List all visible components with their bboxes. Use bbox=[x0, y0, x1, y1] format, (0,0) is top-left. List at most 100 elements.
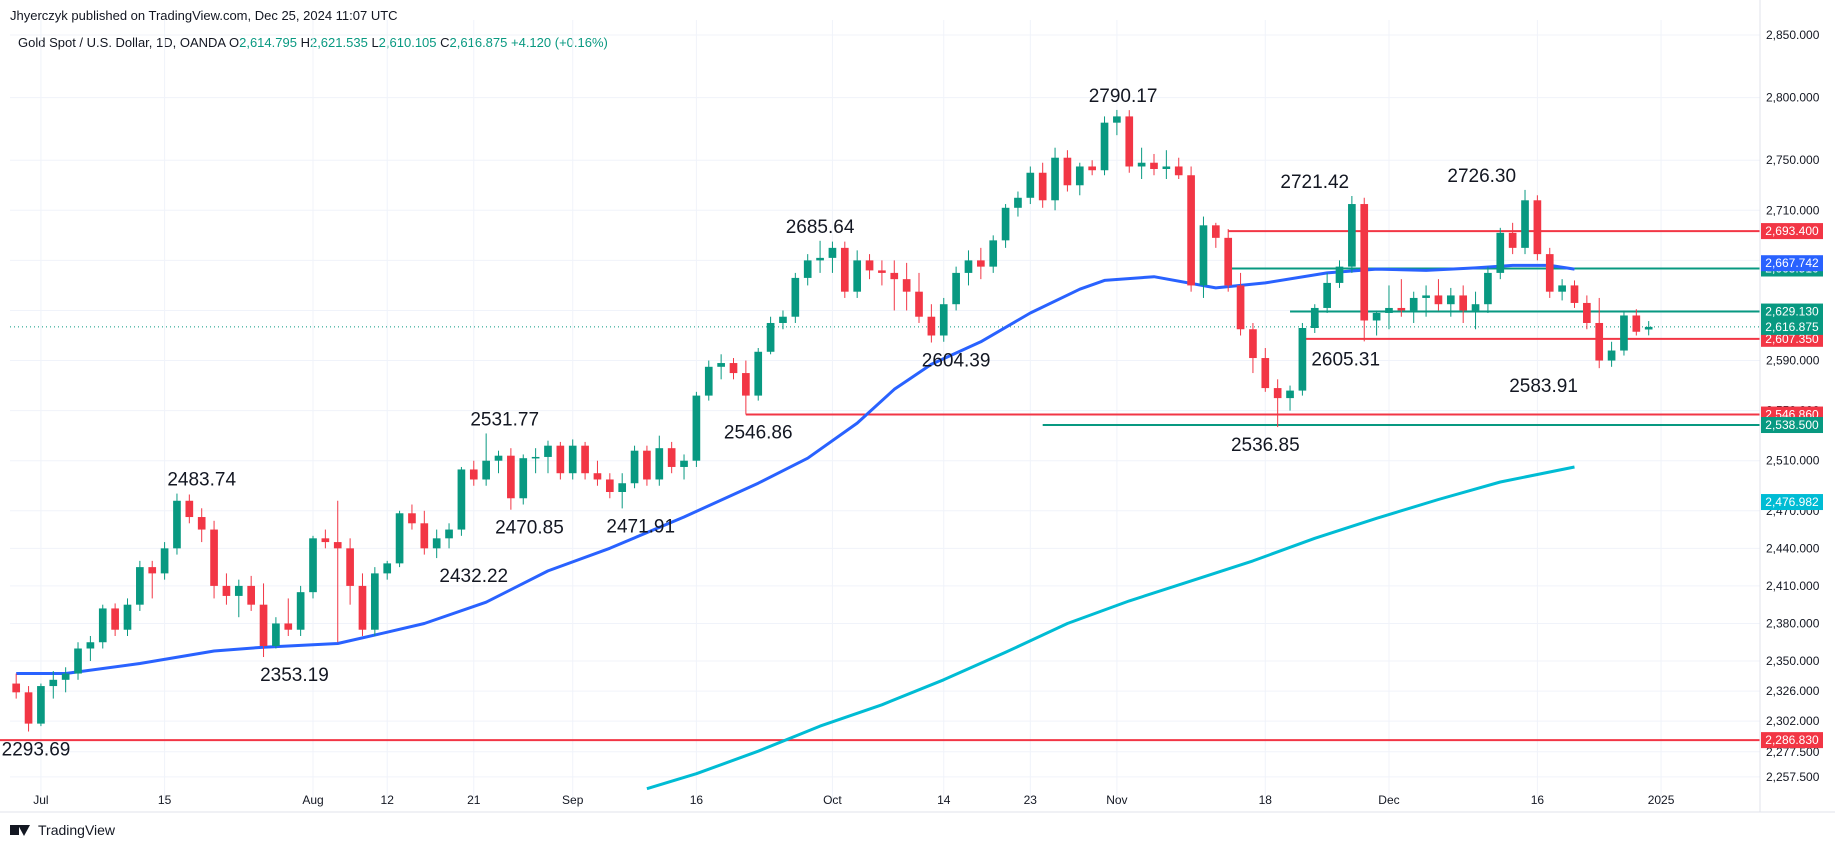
candle bbox=[630, 445, 639, 489]
price-annotation: 2293.69 bbox=[2, 740, 71, 761]
candle-body bbox=[1521, 200, 1529, 248]
candle-body bbox=[197, 517, 206, 530]
candle-body bbox=[507, 455, 515, 499]
candle bbox=[12, 673, 21, 699]
candle-body bbox=[296, 592, 305, 630]
candle-body bbox=[1001, 207, 1010, 241]
candle bbox=[890, 260, 899, 311]
price-badge-label: 2,476.982 bbox=[1765, 495, 1819, 509]
candle-body bbox=[816, 257, 824, 261]
price-annotation: 2726.30 bbox=[1447, 166, 1516, 187]
candle-body bbox=[1409, 297, 1418, 311]
change-value: +4.120 (+0.16%) bbox=[511, 35, 608, 50]
candle bbox=[791, 272, 800, 323]
price-axis[interactable]: 2,850.0002,800.0002,750.0002,710.0002,67… bbox=[1759, 0, 1820, 812]
price-badge: 2,629.130 bbox=[1761, 303, 1823, 320]
candle bbox=[408, 504, 416, 530]
candle-body bbox=[494, 455, 503, 461]
candle bbox=[952, 266, 960, 311]
candle-body bbox=[1323, 282, 1331, 308]
x-tick-label: Sep bbox=[562, 793, 584, 807]
ma-fast-line bbox=[16, 263, 1575, 675]
candle-body bbox=[482, 460, 490, 480]
candle-body bbox=[321, 538, 330, 543]
candle bbox=[828, 241, 837, 273]
candle bbox=[927, 304, 936, 343]
candle-body bbox=[247, 585, 255, 605]
candle bbox=[74, 642, 82, 680]
candle-body bbox=[371, 573, 379, 630]
candle bbox=[692, 391, 701, 467]
candle bbox=[160, 542, 169, 580]
candle bbox=[457, 466, 466, 536]
candle-body bbox=[1607, 350, 1616, 361]
candle-body bbox=[1644, 326, 1653, 330]
candle bbox=[1471, 291, 1480, 330]
candle-body bbox=[49, 679, 58, 687]
price-annotation: 2546.86 bbox=[724, 423, 793, 444]
candle bbox=[49, 671, 58, 699]
price-annotations: 2790.17 2721.42 2726.30 2685.64 2531.77 2483.… bbox=[2, 86, 1578, 761]
price-badge-bg bbox=[1761, 303, 1823, 320]
candle-body bbox=[1570, 285, 1579, 303]
candle-body bbox=[1310, 307, 1319, 328]
candle-body bbox=[1137, 162, 1146, 167]
candle-body bbox=[865, 260, 874, 271]
price-badges: 2,693.4002,663.5102,629.1302,607.3502,54… bbox=[1761, 223, 1823, 749]
candle-body bbox=[1459, 295, 1468, 311]
candle-body bbox=[531, 456, 540, 459]
candle-body bbox=[1026, 172, 1035, 198]
candle-body bbox=[729, 363, 738, 374]
candle-body bbox=[977, 260, 985, 267]
candle-body bbox=[61, 673, 70, 680]
candle-body bbox=[1620, 315, 1628, 351]
candle bbox=[729, 358, 738, 380]
candle bbox=[816, 240, 824, 273]
candle bbox=[680, 454, 688, 480]
candle-body bbox=[210, 529, 218, 586]
candle-body bbox=[989, 240, 998, 267]
x-tick-label: Aug bbox=[302, 793, 323, 807]
candle bbox=[556, 441, 565, 480]
price-badge-label: 2,607.350 bbox=[1765, 332, 1819, 346]
candle bbox=[618, 473, 627, 509]
candle-body bbox=[432, 538, 441, 549]
candle-body bbox=[1471, 304, 1480, 311]
candle bbox=[1335, 260, 1344, 288]
symbol-legend: Gold Spot / U.S. Dollar, 1D, OANDA O2,61… bbox=[18, 35, 608, 50]
candle bbox=[1075, 162, 1084, 196]
close-key: C bbox=[440, 35, 450, 50]
candle bbox=[1162, 150, 1171, 180]
candle bbox=[593, 460, 602, 486]
candle bbox=[1372, 310, 1381, 336]
candle-body bbox=[1236, 285, 1245, 330]
candle-body bbox=[333, 542, 342, 549]
candle bbox=[61, 667, 70, 693]
candle bbox=[704, 360, 713, 401]
price-annotation: 2605.31 bbox=[1311, 349, 1380, 370]
candle-body bbox=[1508, 232, 1517, 248]
candle-body bbox=[803, 260, 812, 278]
symbol-title[interactable]: Gold Spot / U.S. Dollar, 1D, OANDA bbox=[18, 35, 226, 50]
candlesticks bbox=[12, 109, 1653, 732]
horizontal-levels[interactable] bbox=[0, 230, 1760, 742]
tradingview-logo[interactable]: TradingView bbox=[10, 822, 115, 838]
candle-body bbox=[593, 473, 602, 480]
candle bbox=[643, 445, 651, 486]
candle-body bbox=[86, 642, 95, 649]
candle bbox=[1174, 157, 1183, 180]
candle bbox=[939, 297, 948, 342]
price-badge: 2,667.742 bbox=[1761, 255, 1823, 272]
time-axis[interactable]: Jul 15 Aug 12 21 Sep 16 Oct 14 23 Nov 18 Dec 16 2025 bbox=[0, 793, 1835, 813]
candle bbox=[1595, 297, 1604, 369]
candle-body bbox=[828, 247, 837, 258]
candle-body bbox=[1372, 312, 1381, 321]
candle bbox=[173, 493, 181, 555]
price-badge: 2,616.875 bbox=[1761, 318, 1823, 335]
candle bbox=[865, 254, 874, 280]
y-tick-label: 2,510.000 bbox=[1766, 454, 1820, 468]
y-tick-label: 2,350.000 bbox=[1766, 654, 1820, 668]
y-tick-label: 2,257.500 bbox=[1766, 770, 1820, 784]
candle bbox=[605, 473, 614, 499]
